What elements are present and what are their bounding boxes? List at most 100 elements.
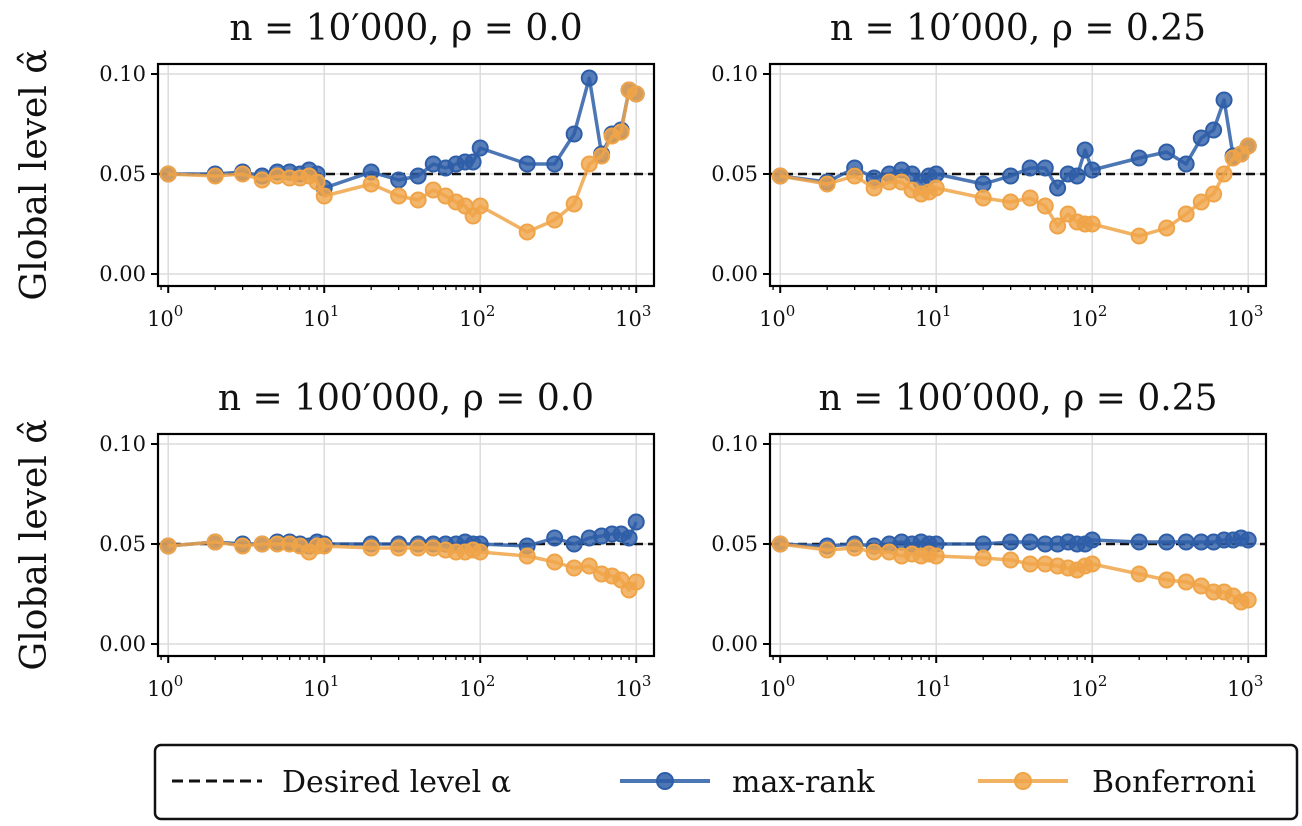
data-point-max-rank xyxy=(464,153,482,171)
data-point-Bonferroni xyxy=(818,175,836,193)
x-tick-exponent: 3 xyxy=(642,672,652,690)
data-point-max-rank xyxy=(620,529,638,547)
data-point-max-rank xyxy=(627,513,645,531)
data-point-max-rank xyxy=(1021,533,1039,551)
data-point-max-rank xyxy=(409,167,427,185)
legend-entry: Desired level α xyxy=(172,765,511,800)
data-point-Bonferroni xyxy=(1205,185,1223,203)
data-point-max-rank xyxy=(580,69,598,87)
y-axis-label: Global level α̂ xyxy=(14,419,55,670)
x-tick-exponent: 0 xyxy=(786,672,796,690)
data-point-Bonferroni xyxy=(1130,565,1148,583)
x-tick-label: 100 xyxy=(147,302,183,331)
data-point-Bonferroni xyxy=(580,557,598,575)
data-point-Bonferroni xyxy=(1239,591,1257,609)
data-point-Bonferroni xyxy=(1083,215,1101,233)
data-point-Bonferroni xyxy=(612,123,630,141)
x-tick-exponent: 3 xyxy=(642,302,652,320)
data-point-max-rank xyxy=(1049,179,1067,197)
data-point-Bonferroni xyxy=(927,547,945,565)
data-point-Bonferroni xyxy=(627,573,645,591)
data-point-Bonferroni xyxy=(234,537,252,555)
data-point-max-rank xyxy=(974,175,992,193)
data-point-max-rank xyxy=(974,535,992,553)
y-axis-labels: Global level α̂ Global level α̂ xyxy=(14,49,55,670)
x-tick-label: 103 xyxy=(615,672,651,701)
legend-label: Desired level α xyxy=(282,765,511,800)
data-point-Bonferroni xyxy=(1158,571,1176,589)
data-point-Bonferroni xyxy=(865,179,883,197)
data-point-max-rank xyxy=(1205,121,1223,139)
data-point-Bonferroni xyxy=(565,559,583,577)
x-tick-label: 103 xyxy=(1227,672,1263,701)
legend-label: Bonferroni xyxy=(1092,765,1256,800)
data-point-max-rank xyxy=(565,125,583,143)
y-tick-label: 0.00 xyxy=(711,262,758,286)
data-point-Bonferroni xyxy=(308,173,326,191)
x-tick-exponent: 2 xyxy=(486,302,496,320)
panel-title: n = 10′000, ρ = 0.25 xyxy=(830,8,1206,49)
data-point-max-rank xyxy=(1215,91,1233,109)
panel-title: n = 100′000, ρ = 0.25 xyxy=(818,378,1217,419)
data-point-Bonferroni xyxy=(1002,551,1020,569)
data-point-Bonferroni xyxy=(234,165,252,183)
y-tick-label: 0.05 xyxy=(711,532,758,556)
y-axis-label: Global level α̂ xyxy=(14,49,55,300)
data-point-Bonferroni xyxy=(253,535,271,553)
data-point-Bonferroni xyxy=(1192,193,1210,211)
series-group xyxy=(771,529,1257,611)
series-group xyxy=(771,91,1257,245)
data-point-Bonferroni xyxy=(1036,197,1054,215)
y-tick-label: 0.00 xyxy=(99,262,146,286)
data-point-max-rank xyxy=(1002,167,1020,185)
x-tick-label: 103 xyxy=(1227,302,1263,331)
x-tick-label: 101 xyxy=(303,302,339,331)
data-point-Bonferroni xyxy=(771,167,789,185)
data-point-max-rank xyxy=(1002,533,1020,551)
data-point-Bonferroni xyxy=(1130,227,1148,245)
x-tick-exponent: 1 xyxy=(942,672,952,690)
data-point-Bonferroni xyxy=(390,187,408,205)
data-point-Bonferroni xyxy=(390,539,408,557)
series-line-Bonferroni xyxy=(168,88,638,234)
data-point-Bonferroni xyxy=(974,189,992,207)
data-point-Bonferroni xyxy=(546,553,564,571)
x-tick-label: 100 xyxy=(759,672,795,701)
data-point-Bonferroni xyxy=(159,537,177,555)
x-tick-label: 100 xyxy=(759,302,795,331)
data-point-Bonferroni xyxy=(1177,573,1195,591)
data-point-max-rank xyxy=(546,529,564,547)
data-point-max-rank xyxy=(1036,159,1054,177)
data-point-Bonferroni xyxy=(1021,555,1039,573)
panel-title: n = 100′000, ρ = 0.0 xyxy=(218,378,594,419)
data-point-Bonferroni xyxy=(1215,165,1233,183)
y-tick-label: 0.00 xyxy=(711,632,758,656)
data-point-Bonferroni xyxy=(1177,205,1195,223)
data-point-Bonferroni xyxy=(315,537,333,555)
data-point-max-rank xyxy=(518,155,536,173)
data-point-Bonferroni xyxy=(518,223,536,241)
data-point-Bonferroni xyxy=(1083,555,1101,573)
x-tick-exponent: 1 xyxy=(330,302,340,320)
data-point-max-rank xyxy=(1192,129,1210,147)
x-tick-label: 102 xyxy=(1071,302,1107,331)
data-point-Bonferroni xyxy=(1158,219,1176,237)
data-point-max-rank xyxy=(1158,533,1176,551)
data-point-Bonferroni xyxy=(818,541,836,559)
data-point-Bonferroni xyxy=(159,165,177,183)
data-point-max-rank xyxy=(565,535,583,553)
data-point-Bonferroni xyxy=(1021,189,1039,207)
x-tick-label: 102 xyxy=(459,302,495,331)
y-tick-label: 0.05 xyxy=(711,162,758,186)
data-point-max-rank xyxy=(1130,149,1148,167)
data-point-max-rank xyxy=(1158,143,1176,161)
y-tick-label: 0.10 xyxy=(99,62,146,86)
x-tick-exponent: 2 xyxy=(1098,672,1108,690)
data-point-Bonferroni xyxy=(253,171,271,189)
x-tick-label: 102 xyxy=(459,672,495,701)
